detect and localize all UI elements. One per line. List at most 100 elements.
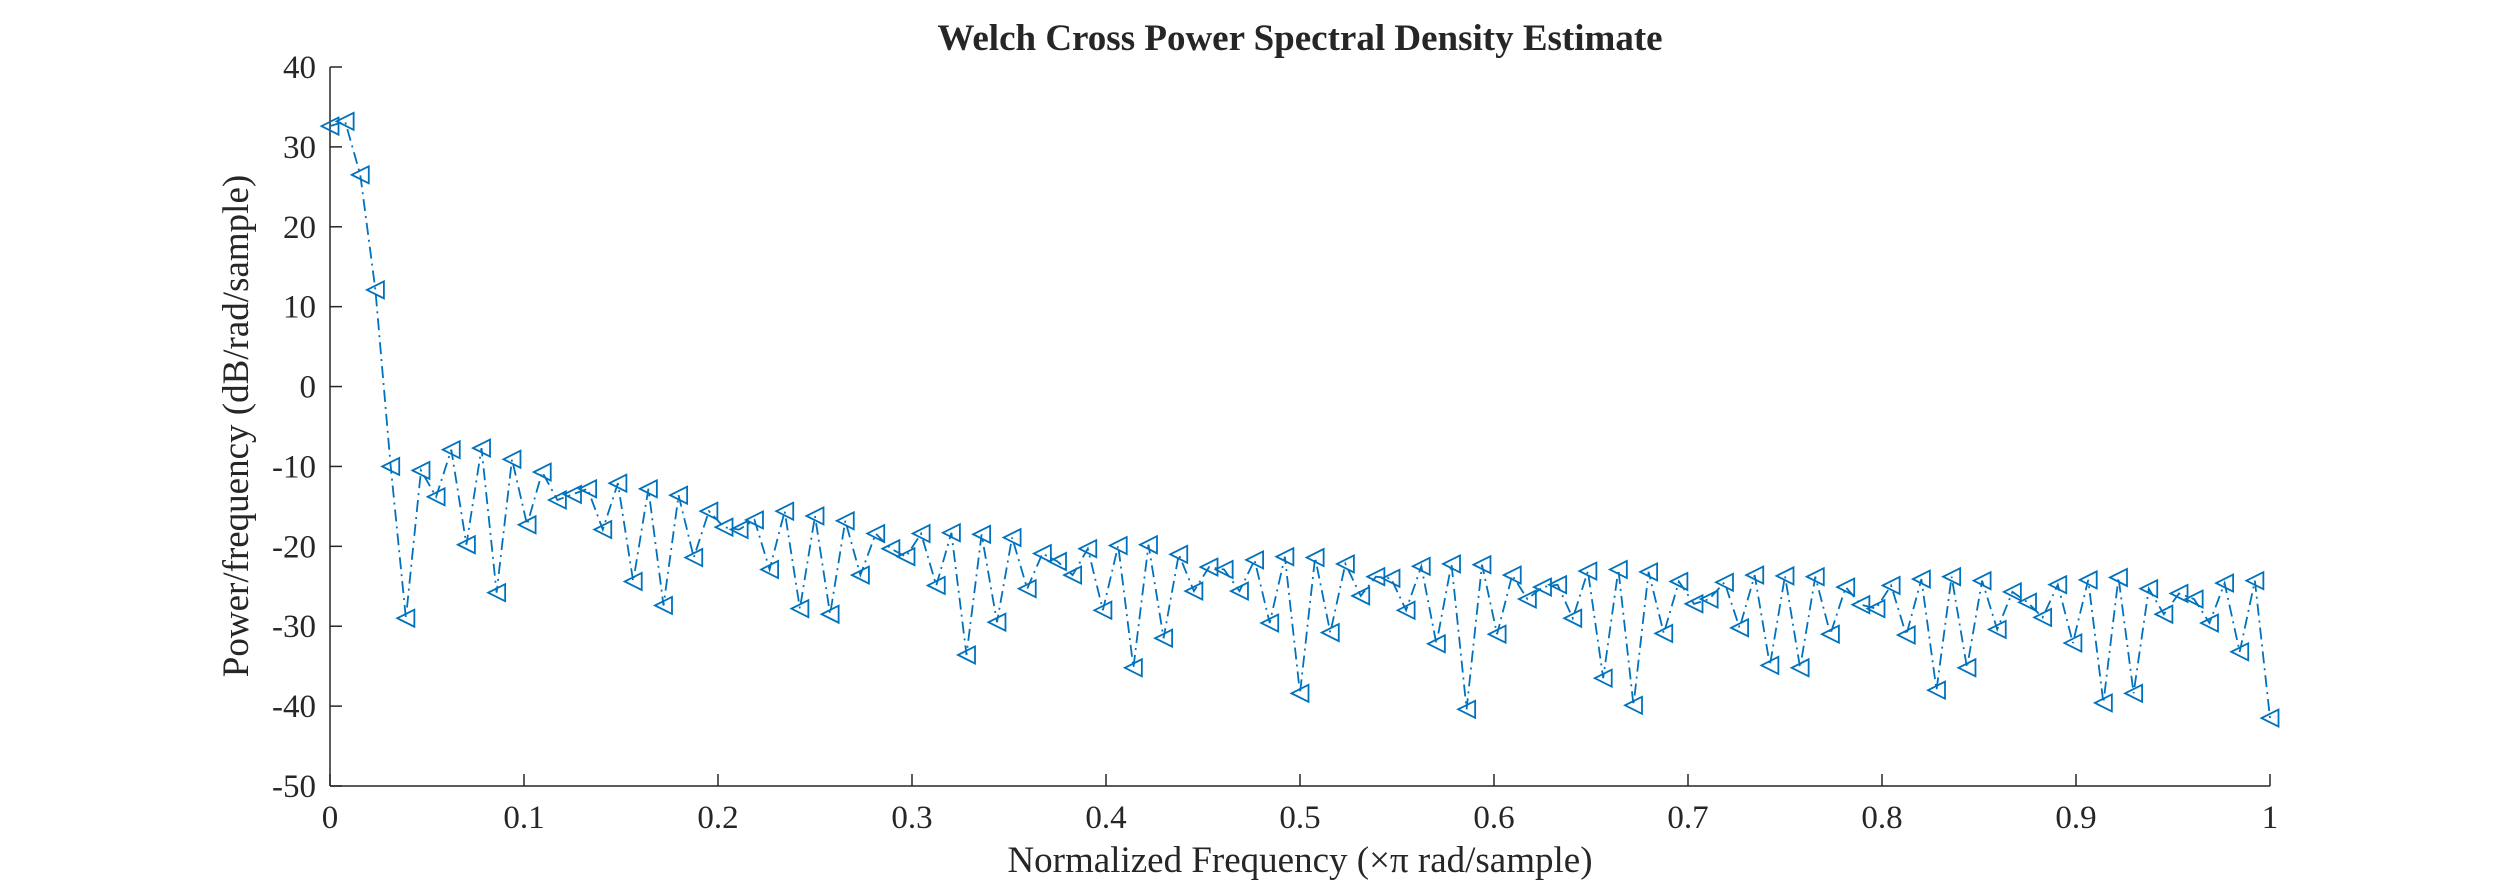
data-point-marker [986,612,1007,633]
data-point-marker [2138,578,2159,599]
data-point-marker [1350,585,1371,606]
data-point-marker [2214,573,2235,594]
data-point-marker [1744,565,1765,586]
x-tick-label: 1 [2262,800,2279,836]
data-point-marker [1441,553,1461,574]
y-tick-label: 40 [283,50,316,86]
data-point-marker [501,449,522,470]
data-point-marker [1259,613,1280,633]
data-point-marker [486,582,507,603]
data-point-marker [819,604,840,625]
data-point-marker [2198,613,2219,633]
data-point-marker [1319,622,1340,643]
data-point-marker [2123,683,2144,704]
chart-title: Welch Cross Power Spectral Density Estim… [937,18,1662,59]
data-point-marker [1941,566,1962,587]
data-point-marker [1031,543,1052,564]
data-point-marker [1183,581,1204,602]
data-point-marker [2259,708,2280,729]
data-point-marker [380,456,401,477]
data-point-marker [1092,600,1113,621]
data-point-marker [1638,561,1659,582]
data-point-marker [2001,581,2022,602]
data-point-marker [1653,623,1674,644]
data-point-marker [1531,577,1552,598]
data-point-marker [622,571,643,592]
data-point-marker [2229,641,2250,662]
data-point-marker [1486,624,1507,645]
data-point-marker [410,460,431,481]
data-point-marker [1168,544,1189,565]
data-point-marker [1622,695,1643,716]
data-point-marker [455,534,476,555]
data-point-marker [880,538,901,559]
data-point-marker [1547,574,1568,595]
data-point-marker [2168,583,2189,604]
data-point-marker [1425,633,1446,654]
data-point-marker [1107,535,1128,556]
data-point-marker [1926,680,1946,701]
data-point-marker [1410,556,1431,577]
data-point-marker [1334,553,1355,574]
x-tick-label: 0 [322,800,339,836]
data-point-marker [1562,608,1583,629]
x-tick-label: 0.1 [503,800,544,836]
data-point-marker [2032,607,2053,628]
y-tick-label: 0 [300,370,317,406]
data-point-marker [2077,569,2098,590]
data-point-marker [1380,568,1401,589]
data-point-marker [1698,589,1719,610]
data-point-marker [910,523,931,544]
data-point-marker [592,519,613,540]
data-point-marker [1759,655,1780,676]
data-point-marker [607,473,628,494]
data-point-marker [577,478,598,499]
data-point-marker [319,116,340,137]
data-point-marker [364,279,385,300]
data-point-marker [713,517,734,538]
data-point-marker [1683,593,1704,614]
data-point-marker [1789,657,1810,678]
data-point-marker [2107,567,2128,588]
data-point-marker [1835,577,1856,598]
data-series [319,111,2280,729]
data-point-marker [1274,546,1295,567]
data-point-marker [1910,569,1931,590]
data-point-marker [546,490,567,510]
data-point-marker [1228,581,1249,602]
data-point-marker [1880,575,1901,596]
data-point-marker [668,485,689,506]
data-point-marker [1986,619,2007,640]
x-tick-label: 0.3 [891,800,932,836]
x-tick-label: 0.9 [2055,800,2096,836]
data-point-marker [971,524,992,545]
data-point-marker [440,439,461,460]
data-point-marker [940,522,961,543]
data-point-marker [1895,625,1916,645]
data-point-marker [652,595,673,616]
data-point-marker [743,510,764,530]
data-point-marker [1956,657,1977,678]
data-point-marker [1577,561,1598,582]
data-point-marker [1122,657,1143,678]
y-tick-label: -20 [272,529,316,565]
data-point-marker [1137,534,1158,555]
data-point-marker [849,565,870,586]
data-point-marker [1729,617,1750,638]
data-point-marker [516,514,537,535]
y-axis-label: Power/frequency (dB/rad/sample) [216,175,257,677]
x-tick-label: 0.2 [697,800,738,836]
data-point-marker [1713,572,1734,593]
y-tick-label: -10 [272,449,316,485]
data-point-marker [1198,557,1219,578]
data-point-marker [2244,570,2265,591]
y-tick-label: -30 [272,609,316,645]
data-point-marker [531,462,552,482]
data-point-marker [1062,565,1083,586]
data-point-marker [471,438,491,459]
data-point-marker [1456,699,1477,720]
data-point-marker [1001,527,1022,548]
data-point-marker [759,559,780,580]
